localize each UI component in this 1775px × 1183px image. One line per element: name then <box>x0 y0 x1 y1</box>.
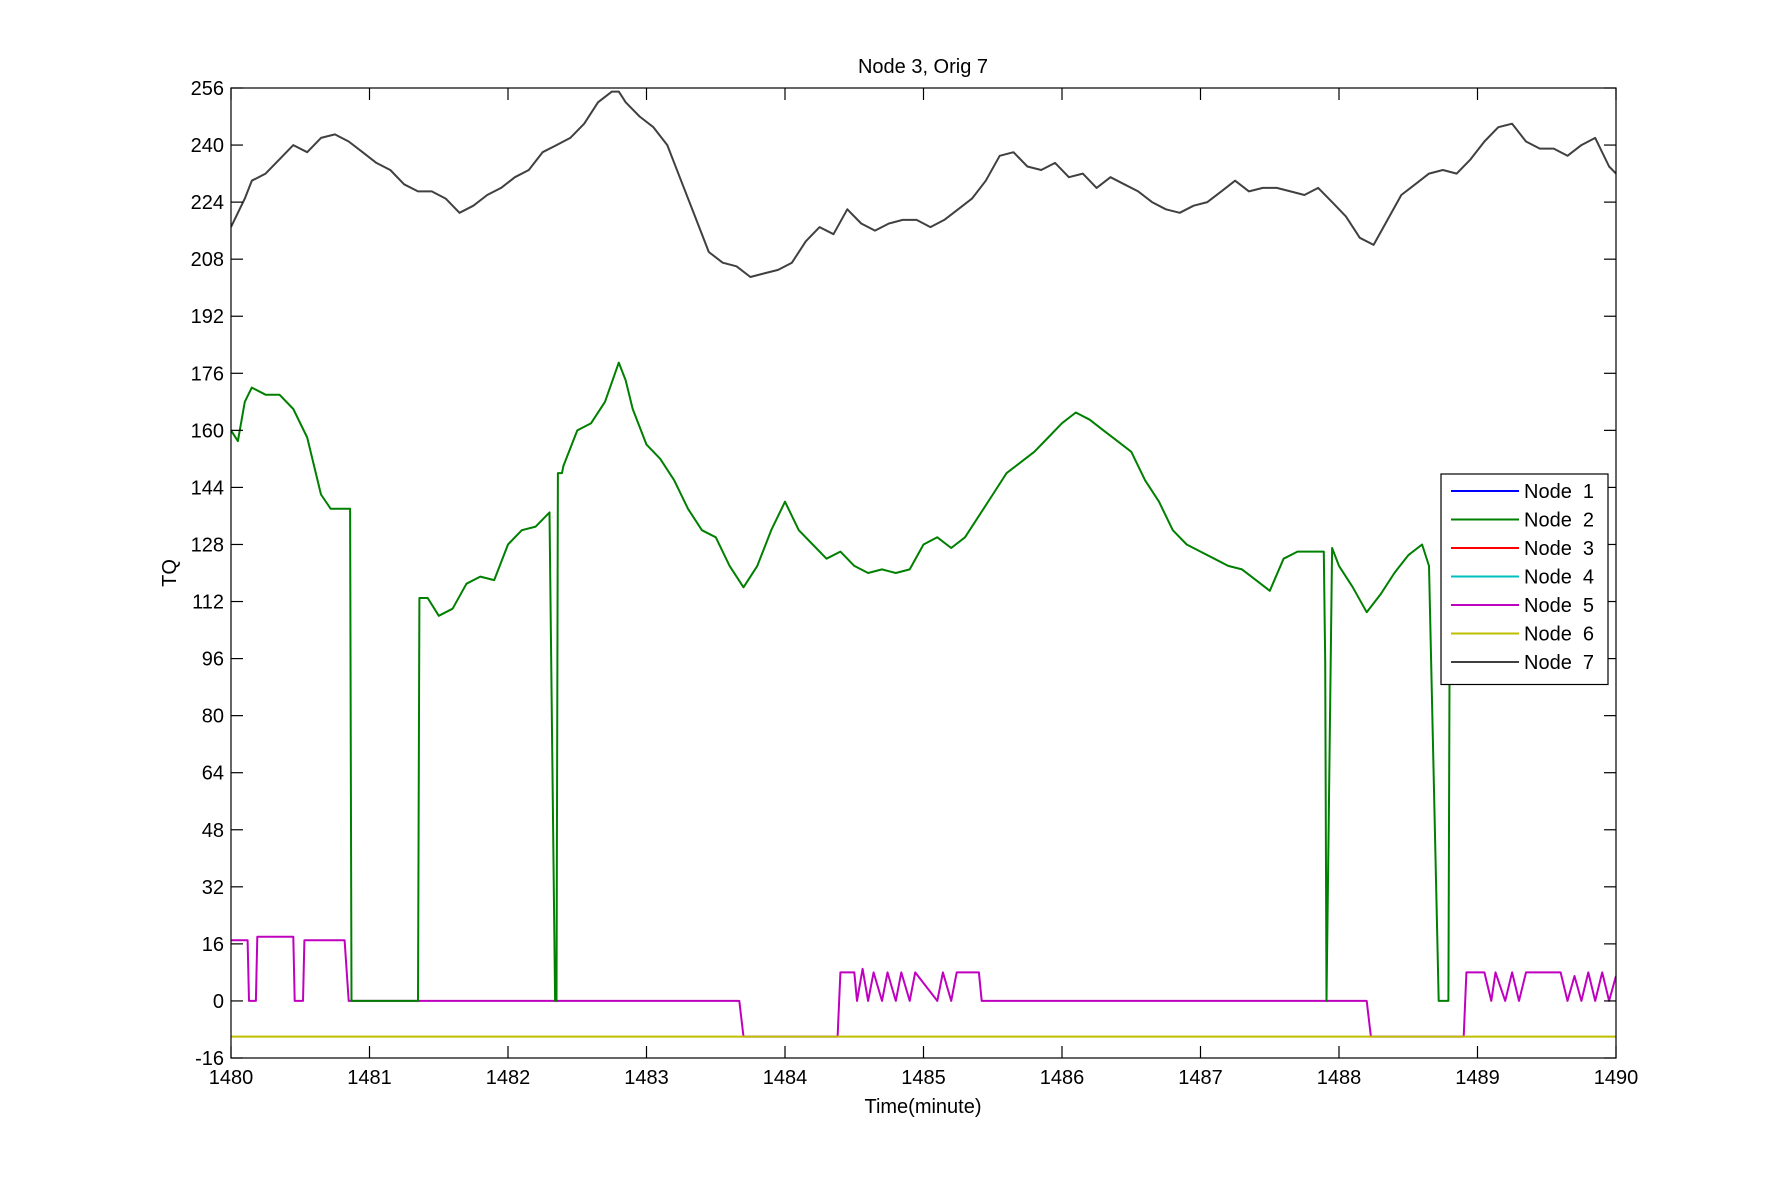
y-tick-label: 112 <box>192 592 224 614</box>
y-tick-label: 96 <box>202 649 224 671</box>
series-layer <box>231 90 1616 1038</box>
y-tick-label: 128 <box>191 534 224 556</box>
x-tick-label: 1482 <box>486 1067 531 1089</box>
y-tick-label: 192 <box>191 306 224 328</box>
legend-label: Node 1 <box>1524 481 1594 503</box>
series-line-node-7 <box>231 90 1616 278</box>
plot-area <box>231 88 1616 1058</box>
x-tick-label: 1489 <box>1455 1067 1500 1089</box>
y-tick-label: 160 <box>191 420 224 442</box>
y-tick-label: 80 <box>202 706 224 728</box>
series-line-node-2 <box>231 361 1458 1002</box>
y-tick-label: 32 <box>202 877 224 899</box>
legend-label: Node 6 <box>1524 624 1594 646</box>
x-tick-label: 1485 <box>901 1067 946 1089</box>
legend-label: Node 2 <box>1524 510 1594 532</box>
y-tick-label: 240 <box>191 135 224 157</box>
y-tick-label: -16 <box>195 1048 224 1070</box>
y-tick-label: 16 <box>202 934 224 956</box>
y-tick-label: 0 <box>213 991 224 1013</box>
x-tick-label: 1481 <box>347 1067 392 1089</box>
y-axis-title: TQ <box>159 559 181 587</box>
x-tick-label: 1490 <box>1594 1067 1639 1089</box>
chart-title: Node 3, Orig 7 <box>858 56 988 78</box>
axes-layer: 1480 1481 1482 1483 1484 1485 1486 1487 1488 1489… <box>191 78 1639 1089</box>
x-tick-label: 1487 <box>1178 1067 1223 1089</box>
y-tick-label: 208 <box>191 249 224 271</box>
y-tick-label: 256 <box>191 78 224 100</box>
x-tick-label: 1484 <box>763 1067 808 1089</box>
legend-label: Node 3 <box>1524 538 1594 560</box>
y-tick-label: 48 <box>202 820 224 842</box>
legend: Node 1 Node 2 Node 3 Node 4 Node 5 Node 6 Node… <box>1440 473 1609 686</box>
y-tick-label: 224 <box>191 192 224 214</box>
y-tick-label: 64 <box>202 763 224 785</box>
x-axis-title: Time(minute) <box>864 1096 981 1118</box>
legend-label: Node 7 <box>1524 652 1594 674</box>
legend-box <box>1440 473 1609 686</box>
x-tick-label: 1488 <box>1317 1067 1362 1089</box>
legend-label: Node 4 <box>1524 567 1594 589</box>
x-tick-label: 1480 <box>209 1067 254 1089</box>
x-tick-label: 1483 <box>624 1067 669 1089</box>
y-tick-label: 176 <box>191 363 224 385</box>
series-line-node-5 <box>231 935 1616 1038</box>
legend-label: Node 5 <box>1524 595 1594 617</box>
x-tick-label: 1486 <box>1040 1067 1085 1089</box>
y-tick-label: 144 <box>191 477 224 499</box>
